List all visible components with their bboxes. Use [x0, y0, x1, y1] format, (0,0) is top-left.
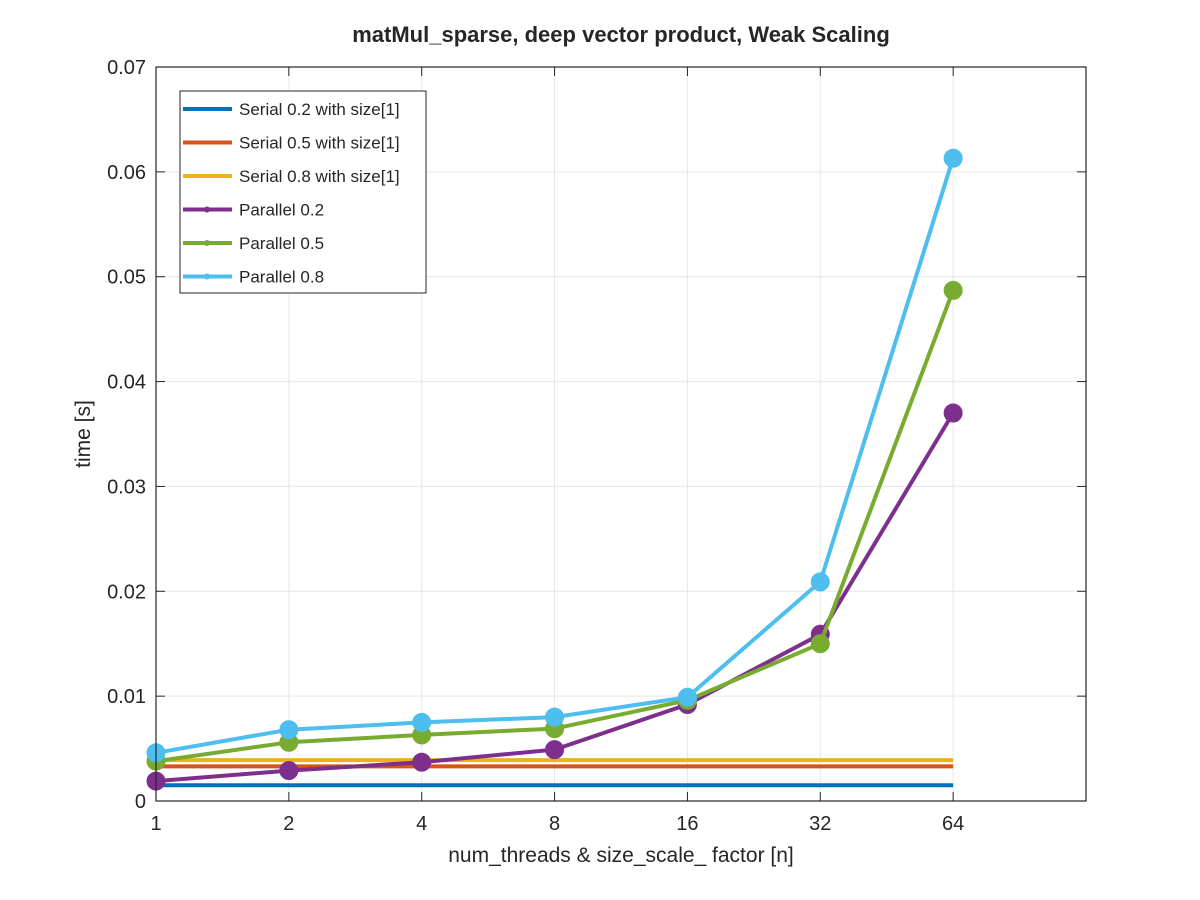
x-tick-label: 1: [150, 813, 161, 835]
legend-label: Parallel 0.8: [239, 268, 324, 287]
legend-label: Serial 0.5 with size[1]: [239, 134, 400, 153]
legend-item: Parallel 0.8: [183, 268, 324, 287]
x-tick-label: 2: [283, 813, 294, 835]
axes-frame: [155, 66, 1087, 802]
legend-item: Serial 0.5 with size[1]: [183, 134, 400, 153]
data-point: [943, 280, 963, 300]
y-tick-label: 0.07: [107, 57, 146, 79]
legend-marker: [204, 240, 210, 246]
series-layer: [146, 148, 963, 791]
y-tick-label: 0.06: [107, 162, 146, 184]
x-tick-label: 8: [549, 813, 560, 835]
data-point: [943, 148, 963, 168]
data-point: [279, 761, 299, 781]
data-point: [677, 687, 697, 707]
legend-item: Parallel 0.2: [183, 201, 324, 220]
legend-item: Serial 0.8 with size[1]: [183, 167, 400, 186]
y-tick-label: 0.02: [107, 581, 146, 603]
legend-marker: [204, 273, 210, 280]
legend-marker: [204, 206, 210, 213]
ticks: 1 2 4 8 16 32 64 0 0.01 0.02 0.03 0.04 0.05 0.06 0.07: [107, 57, 1086, 835]
y-tick-label: 0.03: [107, 476, 146, 498]
data-point: [810, 572, 830, 592]
data-point: [279, 720, 299, 740]
series-6: [146, 148, 963, 763]
chart-title: matMul_sparse, deep vector product, Weak…: [352, 22, 890, 47]
x-axis-label: num_threads & size_scale_ factor [n]: [448, 844, 794, 867]
y-tick-label: 0.01: [107, 686, 146, 708]
data-point: [412, 752, 432, 772]
legend-label: Serial 0.2 with size[1]: [239, 100, 400, 119]
y-tick-label: 0.04: [107, 372, 146, 394]
x-tick-label: 4: [416, 813, 427, 835]
y-axis-label: time [s]: [72, 400, 95, 468]
y-tick-label: 0: [135, 791, 146, 813]
x-tick-label: 64: [942, 813, 964, 835]
data-point: [943, 403, 963, 423]
legend-box: [179, 90, 427, 294]
data-point: [412, 712, 432, 732]
legend-label: Serial 0.8 with size[1]: [239, 167, 400, 186]
data-point: [545, 707, 565, 727]
data-point: [810, 634, 830, 654]
legend-label: Parallel 0.5: [239, 234, 324, 253]
legend-item: Serial 0.2 with size[1]: [183, 100, 400, 119]
grid: [156, 67, 1086, 801]
data-point: [545, 740, 565, 760]
y-tick-label: 0.05: [107, 267, 146, 289]
x-tick-label: 16: [676, 813, 698, 835]
legend-label: Parallel 0.2: [239, 201, 324, 220]
legend: Serial 0.2 with size[1] Serial 0.5 with s…: [179, 90, 427, 294]
x-tick-label: 32: [809, 813, 831, 835]
legend-item: Parallel 0.5: [183, 234, 324, 253]
